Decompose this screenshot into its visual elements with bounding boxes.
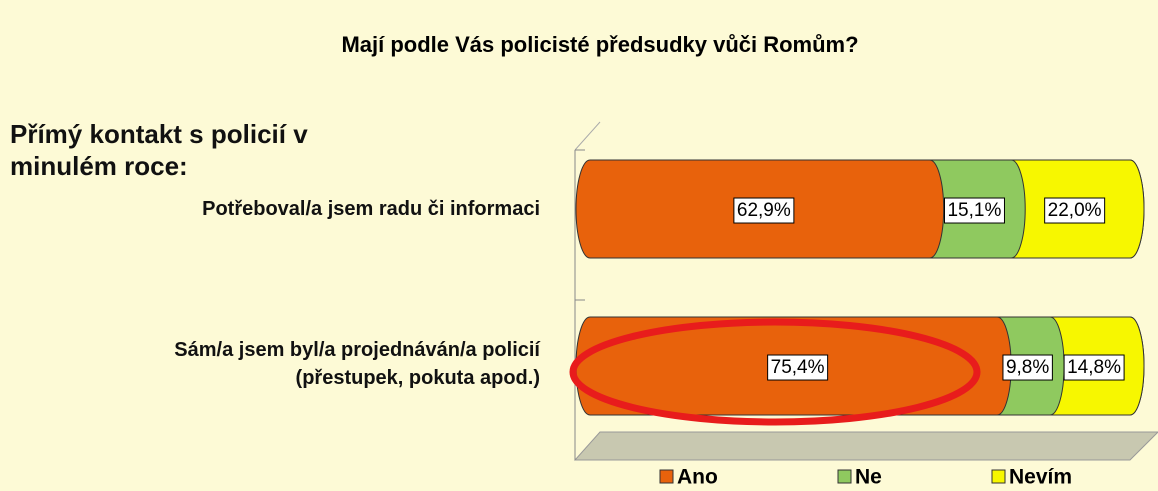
data-label: 75,4% <box>771 357 825 378</box>
floor <box>573 431 1158 461</box>
legend-swatch <box>659 469 674 484</box>
legend-label: Ne <box>855 466 882 489</box>
legend-label: Ano <box>677 466 718 489</box>
data-label: 15,1% <box>947 200 1001 221</box>
data-label: 9,8% <box>1006 357 1049 378</box>
legend-swatch <box>991 469 1006 484</box>
data-label: 62,9% <box>737 200 791 221</box>
data-label: 14,8% <box>1067 357 1121 378</box>
data-label-box <box>767 354 829 381</box>
y-tick-label: Potřeboval/a jsem radu či informaci <box>202 198 540 220</box>
highlight-ring <box>569 318 981 426</box>
data-label-box <box>943 197 1005 224</box>
data-label-box <box>1044 197 1106 224</box>
chart-title: Mají podle Vás policisté předsudky vůči … <box>341 32 858 57</box>
legend-label: Nevím <box>1009 466 1072 489</box>
y-tick-label: Sám/a jsem byl/a projednáván/a policií (… <box>174 339 540 389</box>
subtitle: Přímý kontakt s policií v minulém roce: <box>10 119 308 181</box>
data-label-box <box>1063 354 1125 381</box>
data-label: 22,0% <box>1048 200 1102 221</box>
legend-swatch <box>837 469 852 484</box>
data-label-box <box>1002 354 1053 381</box>
wall-edge <box>574 121 601 151</box>
data-label-box <box>733 197 795 224</box>
